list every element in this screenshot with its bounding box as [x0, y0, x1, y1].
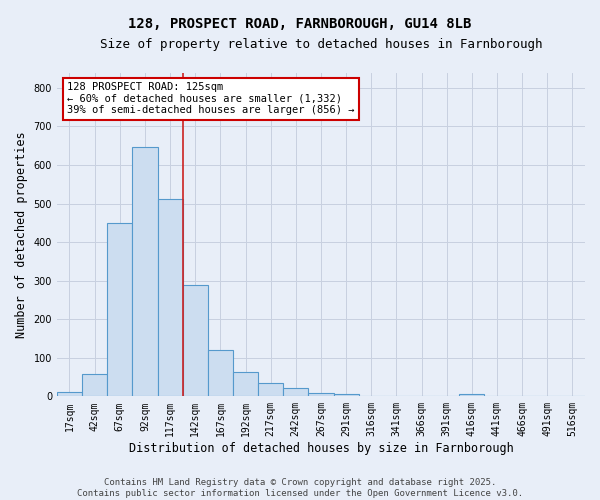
Bar [283, 388, 308, 396]
Bar [208, 350, 233, 397]
Bar [308, 393, 334, 396]
Bar [233, 372, 258, 396]
Text: 128 PROSPECT ROAD: 125sqm
← 60% of detached houses are smaller (1,332)
39% of se: 128 PROSPECT ROAD: 125sqm ← 60% of detac… [67, 82, 355, 116]
Text: 128, PROSPECT ROAD, FARNBOROUGH, GU14 8LB: 128, PROSPECT ROAD, FARNBOROUGH, GU14 8L… [128, 18, 472, 32]
Y-axis label: Number of detached properties: Number of detached properties [15, 131, 28, 338]
Bar [158, 199, 182, 396]
Bar [258, 383, 283, 396]
Title: Size of property relative to detached houses in Farnborough: Size of property relative to detached ho… [100, 38, 542, 51]
X-axis label: Distribution of detached houses by size in Farnborough: Distribution of detached houses by size … [128, 442, 514, 455]
Bar [107, 223, 133, 396]
Bar [82, 374, 107, 396]
Text: Contains HM Land Registry data © Crown copyright and database right 2025.
Contai: Contains HM Land Registry data © Crown c… [77, 478, 523, 498]
Bar [57, 392, 82, 396]
Bar [334, 394, 359, 396]
Bar [459, 394, 484, 396]
Bar [133, 146, 158, 396]
Bar [182, 284, 208, 397]
